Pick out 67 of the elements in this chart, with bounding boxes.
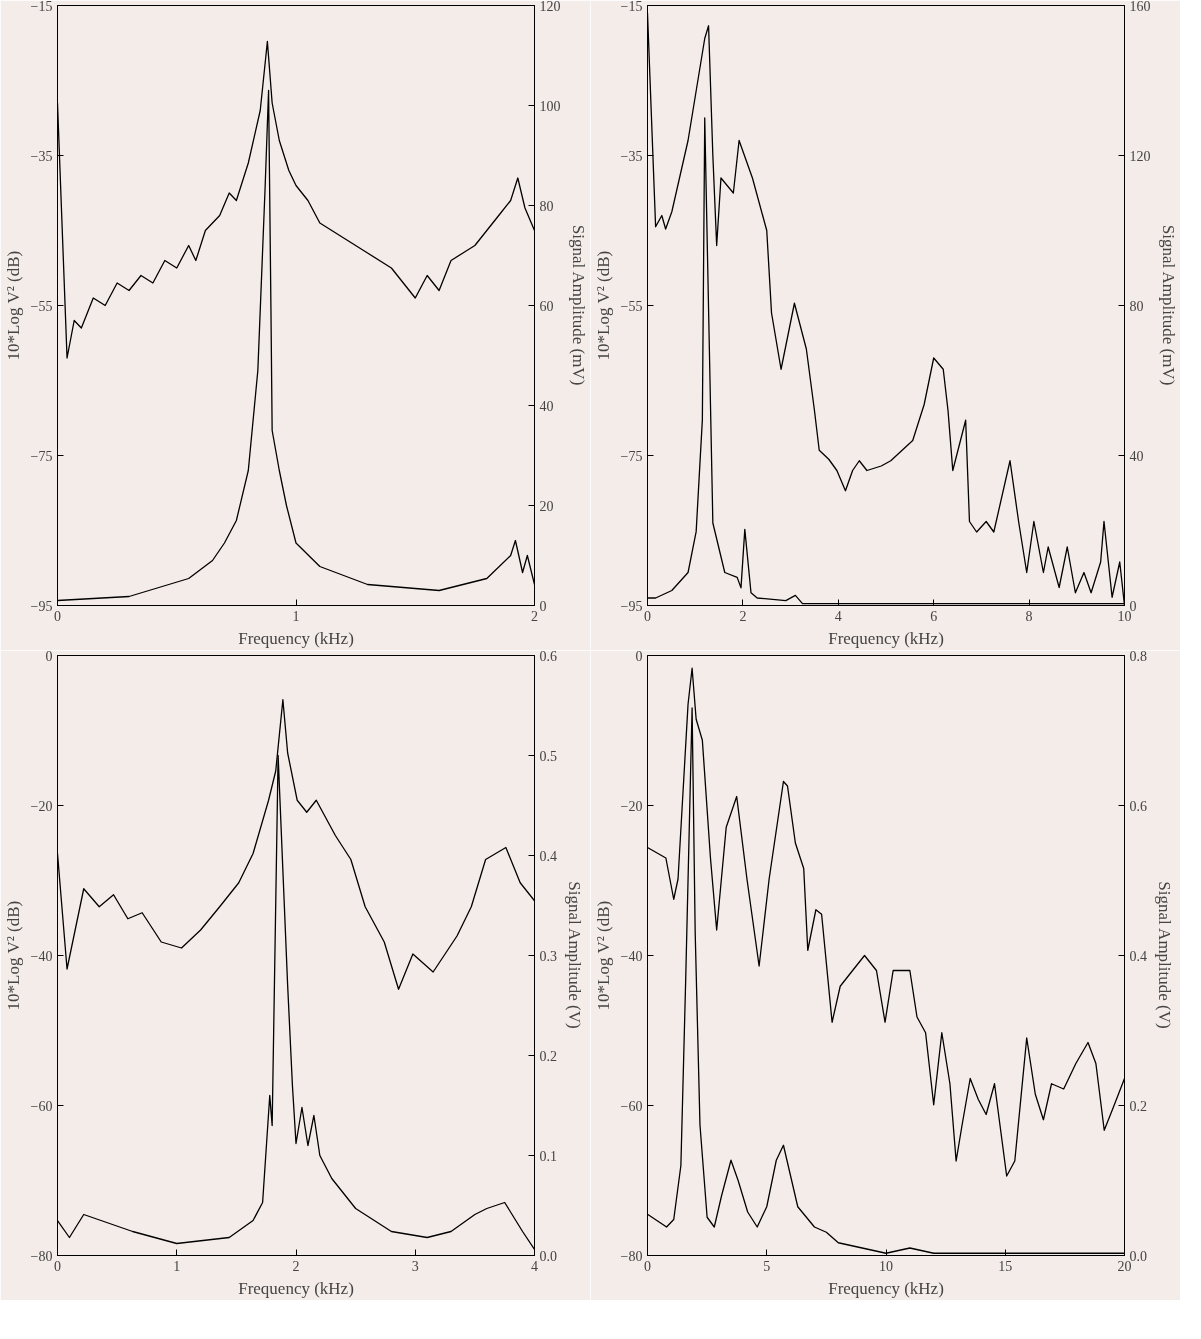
y2-tick-label: 0.0 [539,1248,557,1264]
y-tick-label: −75 [620,448,643,464]
y2-tick-label: 0.3 [539,948,557,964]
x-tick-label: 2 [531,608,538,624]
x-tick-label: 8 [1025,608,1033,624]
y-tick-label: −15 [620,0,643,14]
y-tick-label: −95 [620,598,643,614]
y2-tick-label: 80 [1129,298,1144,314]
x-tick-label: 1 [292,608,300,624]
y-tick-label: −55 [30,298,53,314]
y2-tick-label: 0 [539,598,547,614]
y2-tick-label: 120 [1129,148,1151,164]
y-axis-title: 10*Log V² (dB) [593,250,613,361]
y2-tick-label: 0.6 [539,648,557,664]
y2-tick-label: 40 [539,398,554,414]
y-tick-label: −55 [620,298,643,314]
y-tick-label: −95 [30,598,53,614]
x-axis-title: Frequency (kHz) [238,628,354,648]
y-tick-label: −20 [620,798,643,814]
y-axis-title: 10*Log V² (dB) [3,250,23,361]
y2-tick-label: 20 [539,498,554,514]
y2-tick-label: 0.2 [539,1048,557,1064]
x-tick-label: 2 [739,608,747,624]
y-tick-label: −20 [30,798,53,814]
y2-tick-label: 0.8 [1129,648,1147,664]
y-tick-label: −35 [30,148,53,164]
y2-axis-title: Signal Amplitude (V) [565,881,584,1029]
y2-tick-label: 160 [1129,0,1151,14]
y-tick-label: −75 [30,448,53,464]
y2-axis-title: Signal Amplitude (V) [1155,881,1174,1029]
y-tick-label: −35 [620,148,643,164]
y-tick-label: 0 [635,648,643,664]
y-axis-title: 10*Log V² (dB) [593,900,613,1011]
x-axis-title: Frequency (kHz) [238,1278,354,1298]
y-tick-label: −15 [30,0,53,14]
x-tick-label: 5 [763,1258,771,1274]
y2-tick-label: 0.4 [539,848,557,864]
x-tick-label: 4 [531,1258,538,1274]
y-tick-label: −60 [620,1098,643,1114]
y2-tick-label: 80 [539,198,554,214]
x-axis-title: Frequency (kHz) [828,1278,944,1298]
y-tick-label: 0 [45,648,53,664]
y2-tick-label: 0.6 [1129,798,1147,814]
y2-tick-label: 40 [1129,448,1144,464]
x-tick-label: 2 [292,1258,300,1274]
x-tick-label: 3 [411,1258,419,1274]
x-tick-label: 1 [173,1258,181,1274]
y2-tick-label: 60 [539,298,554,314]
y-tick-label: −40 [30,948,53,964]
y2-tick-label: 0.2 [1129,1098,1147,1114]
y2-tick-label: 0.5 [539,748,557,764]
y2-tick-label: 0.1 [539,1148,557,1164]
y2-tick-label: 100 [539,98,561,114]
y2-tick-label: 0.4 [1129,948,1147,964]
y-tick-label: −60 [30,1098,53,1114]
y2-axis-title: Signal Amplitude (mV) [568,224,588,386]
y-tick-label: −40 [620,948,643,964]
y2-axis-title: Signal Amplitude (mV) [1158,224,1178,386]
y-tick-label: −80 [620,1248,643,1264]
x-tick-label: 10 [879,1258,893,1274]
y-tick-label: −80 [30,1248,53,1264]
y-axis-title: 10*Log V² (dB) [3,900,23,1011]
x-axis-title: Frequency (kHz) [828,628,944,648]
x-tick-label: 4 [834,608,842,624]
x-tick-label: 15 [998,1258,1013,1274]
y2-tick-label: 120 [539,0,561,14]
x-tick-label: 6 [930,608,938,624]
